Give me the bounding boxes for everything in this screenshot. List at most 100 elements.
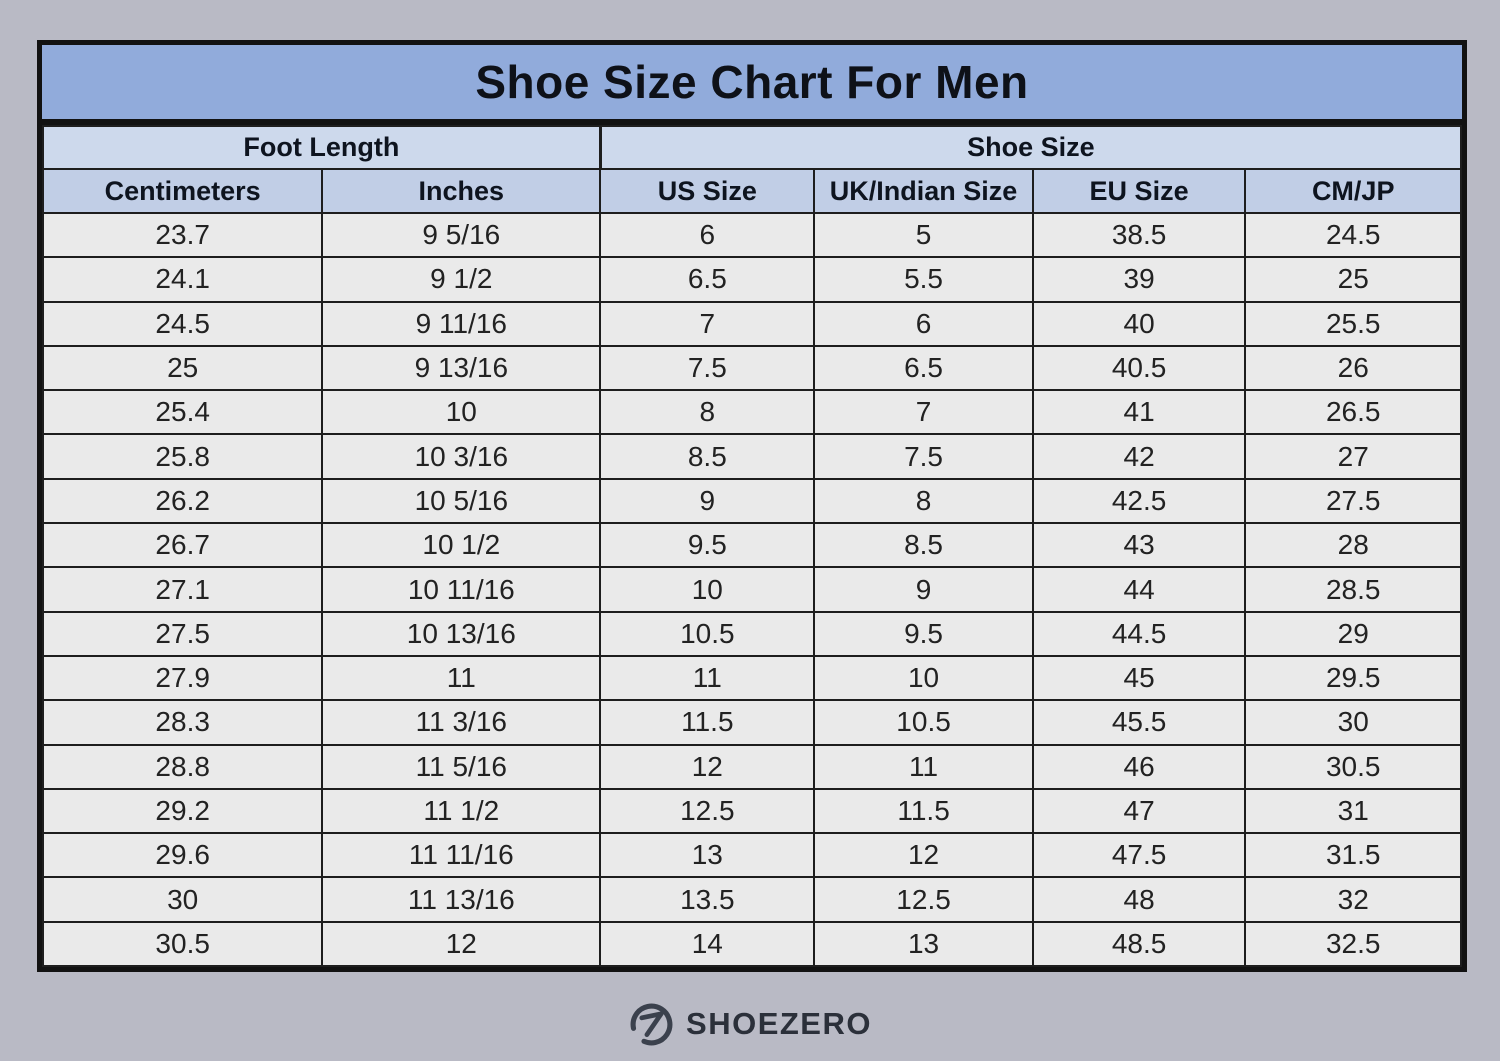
table-cell: 11 1/2 [321,787,602,835]
group-header-row: Foot Length Shoe Size [41,125,1462,170]
table-cell: 39 [1031,256,1247,303]
chart-title: Shoe Size Chart For Men [42,45,1462,125]
table-cell: 30 [41,876,324,923]
table-cell: 26.5 [1244,389,1462,436]
table-cell: 6.5 [599,256,816,303]
table-cell: 7.5 [599,344,816,392]
table-cell: 10 [813,654,1034,702]
table-cell: 38.5 [1031,211,1247,259]
table-cell: 46 [1031,743,1247,790]
table-cell: 12.5 [599,787,816,835]
table-row: 24.1 9 1/2 6.5 5.5 39 25 [41,256,1462,303]
table-cell: 7 [599,300,816,347]
table-cell: 6.5 [813,344,1034,392]
table-cell: 29.2 [41,787,324,835]
table-cell: 12 [599,743,816,790]
table-cell: 40.5 [1031,344,1247,392]
table-cell: 30 [1244,699,1462,746]
shoe-size-chart: Shoe Size Chart For Men Foot Length Shoe… [37,40,1467,973]
table-cell: 29 [1244,610,1462,657]
column-header-us-size: US Size [599,168,816,214]
table-row: 25.8 10 3/16 8.5 7.5 42 27 [41,433,1462,480]
table-row: 30.5 12 14 13 48.5 32.5 [41,920,1462,968]
table-cell: 27.5 [1244,477,1462,525]
shoezero-logo-icon [628,1001,675,1048]
table-cell: 45.5 [1031,699,1247,746]
table-cell: 30.5 [41,920,324,968]
table-cell: 30.5 [1244,743,1462,790]
column-header-uk-indian-size: UK/Indian Size [813,168,1034,214]
table-cell: 9.5 [813,610,1034,657]
table-cell: 41 [1031,389,1247,436]
table-cell: 13.5 [599,876,816,923]
table-cell: 10.5 [599,610,816,657]
table-cell: 8.5 [813,522,1034,569]
table-row: 26.2 10 5/16 9 8 42.5 27.5 [41,477,1462,525]
table-cell: 11.5 [813,787,1034,835]
table-cell: 40 [1031,300,1247,347]
table-cell: 25.4 [41,389,324,436]
table-cell: 27.1 [41,566,324,613]
table-cell: 9 13/16 [321,344,602,392]
table-cell: 10 5/16 [321,477,602,525]
table-cell: 45 [1031,654,1247,702]
table-cell: 10 [321,389,602,436]
size-table: Foot Length Shoe Size Centimeters Inches… [41,125,1462,968]
table-cell: 11 5/16 [321,743,602,790]
table-cell: 5.5 [813,256,1034,303]
table-row: 25 9 13/16 7.5 6.5 40.5 26 [41,344,1462,392]
table-cell: 31.5 [1244,832,1462,879]
table-cell: 24.1 [41,256,324,303]
table-cell: 9.5 [599,522,816,569]
group-header-shoe-size: Shoe Size [598,125,1462,170]
table-row: 27.9 11 11 10 45 29.5 [41,654,1462,702]
group-header-foot-length: Foot Length [41,125,602,170]
table-cell: 23.7 [41,211,324,259]
table-body: 23.7 9 5/16 6 5 38.5 24.5 24.1 9 1/2 6.5 5.5 39 25 2… [41,211,1462,968]
table-cell: 47.5 [1031,832,1247,879]
table-cell: 11.5 [599,699,816,746]
table-cell: 8 [599,389,816,436]
table-cell: 10 13/16 [321,610,602,657]
table-cell: 6 [599,211,816,259]
table-cell: 13 [813,920,1034,968]
table-cell: 6 [813,300,1034,347]
table-row: 25.4 10 8 7 41 26.5 [41,389,1462,436]
table-cell: 28.3 [41,699,324,746]
table-cell: 10 3/16 [321,433,602,480]
column-header-cm-jp: CM/JP [1244,168,1462,214]
table-cell: 28 [1244,522,1462,569]
table-cell: 9 5/16 [321,211,602,259]
table-cell: 9 [599,477,816,525]
table-cell: 25 [1244,256,1462,303]
table-cell: 26 [1244,344,1462,392]
table-cell: 25 [41,344,324,392]
table-row: 26.7 10 1/2 9.5 8.5 43 28 [41,522,1462,569]
table-cell: 25.8 [41,433,324,480]
column-header-eu-size: EU Size [1031,168,1247,214]
table-cell: 32 [1244,876,1462,923]
brand-footer: SHOEZERO [0,994,1500,1054]
table-cell: 43 [1031,522,1247,569]
table-cell: 32.5 [1244,920,1462,968]
column-header-centimeters: Centimeters [41,168,324,214]
table-cell: 9 1/2 [321,256,602,303]
table-cell: 12.5 [813,876,1034,923]
table-cell: 27 [1244,433,1462,480]
table-cell: 24.5 [1244,211,1462,259]
table-row: 29.6 11 11/16 13 12 47.5 31.5 [41,832,1462,879]
table-cell: 11 13/16 [321,876,602,923]
table-cell: 44.5 [1031,610,1247,657]
table-cell: 10 1/2 [321,522,602,569]
table-cell: 27.9 [41,654,324,702]
table-cell: 10 [599,566,816,613]
column-header-inches: Inches [321,168,602,214]
table-row: 23.7 9 5/16 6 5 38.5 24.5 [41,211,1462,259]
table-cell: 24.5 [41,300,324,347]
table-cell: 48 [1031,876,1247,923]
table-cell: 9 11/16 [321,300,602,347]
table-cell: 8 [813,477,1034,525]
table-row: 27.5 10 13/16 10.5 9.5 44.5 29 [41,610,1462,657]
table-cell: 28.5 [1244,566,1462,613]
table-cell: 11 3/16 [321,699,602,746]
